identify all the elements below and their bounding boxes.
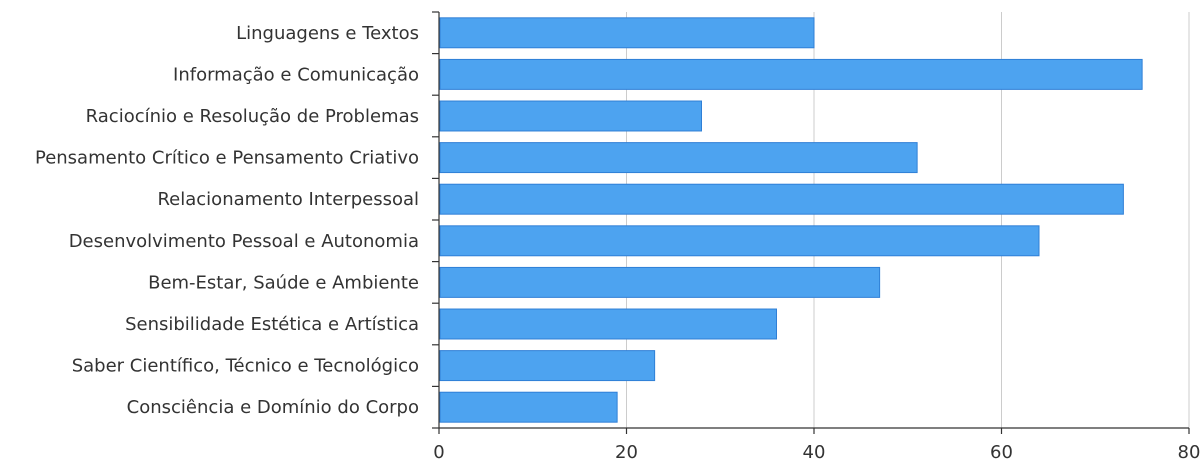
category-label: Informação e Comunicação (173, 64, 419, 85)
category-label: Consciência e Domínio do Corpo (127, 397, 419, 418)
bar[interactable] (439, 225, 1040, 257)
x-tick-label: 60 (990, 442, 1013, 463)
bar[interactable] (439, 100, 702, 132)
x-axis: 0 20 40 60 80 (433, 427, 1201, 463)
category-label: Saber Científico, Técnico e Tecnológico (72, 356, 419, 377)
x-tick-label: 40 (803, 442, 826, 463)
bar[interactable] (439, 308, 777, 340)
bar[interactable] (439, 391, 618, 423)
x-tick-label: 0 (433, 442, 444, 463)
category-label: Desenvolvimento Pessoal e Autonomia (69, 231, 419, 252)
category-label: Relacionamento Interpessoal (157, 189, 419, 210)
bar[interactable] (439, 266, 881, 298)
category-label: Bem-Estar, Saúde e Ambiente (148, 272, 419, 293)
bar[interactable] (439, 350, 656, 382)
y-axis: Linguagens e Textos Informação e Comunica… (35, 11, 440, 429)
category-label: Sensibilidade Estética e Artística (125, 314, 419, 335)
bar[interactable] (439, 142, 918, 174)
bar[interactable] (439, 183, 1124, 215)
x-tick-label: 20 (615, 442, 638, 463)
bar[interactable] (439, 17, 815, 49)
bar[interactable] (439, 58, 1143, 90)
category-label: Linguagens e Textos (236, 23, 419, 44)
bars (439, 17, 1143, 423)
category-label: Pensamento Crítico e Pensamento Criativo (35, 148, 419, 169)
category-label: Raciocínio e Resolução de Problemas (86, 106, 419, 127)
x-tick-label: 80 (1178, 442, 1201, 463)
